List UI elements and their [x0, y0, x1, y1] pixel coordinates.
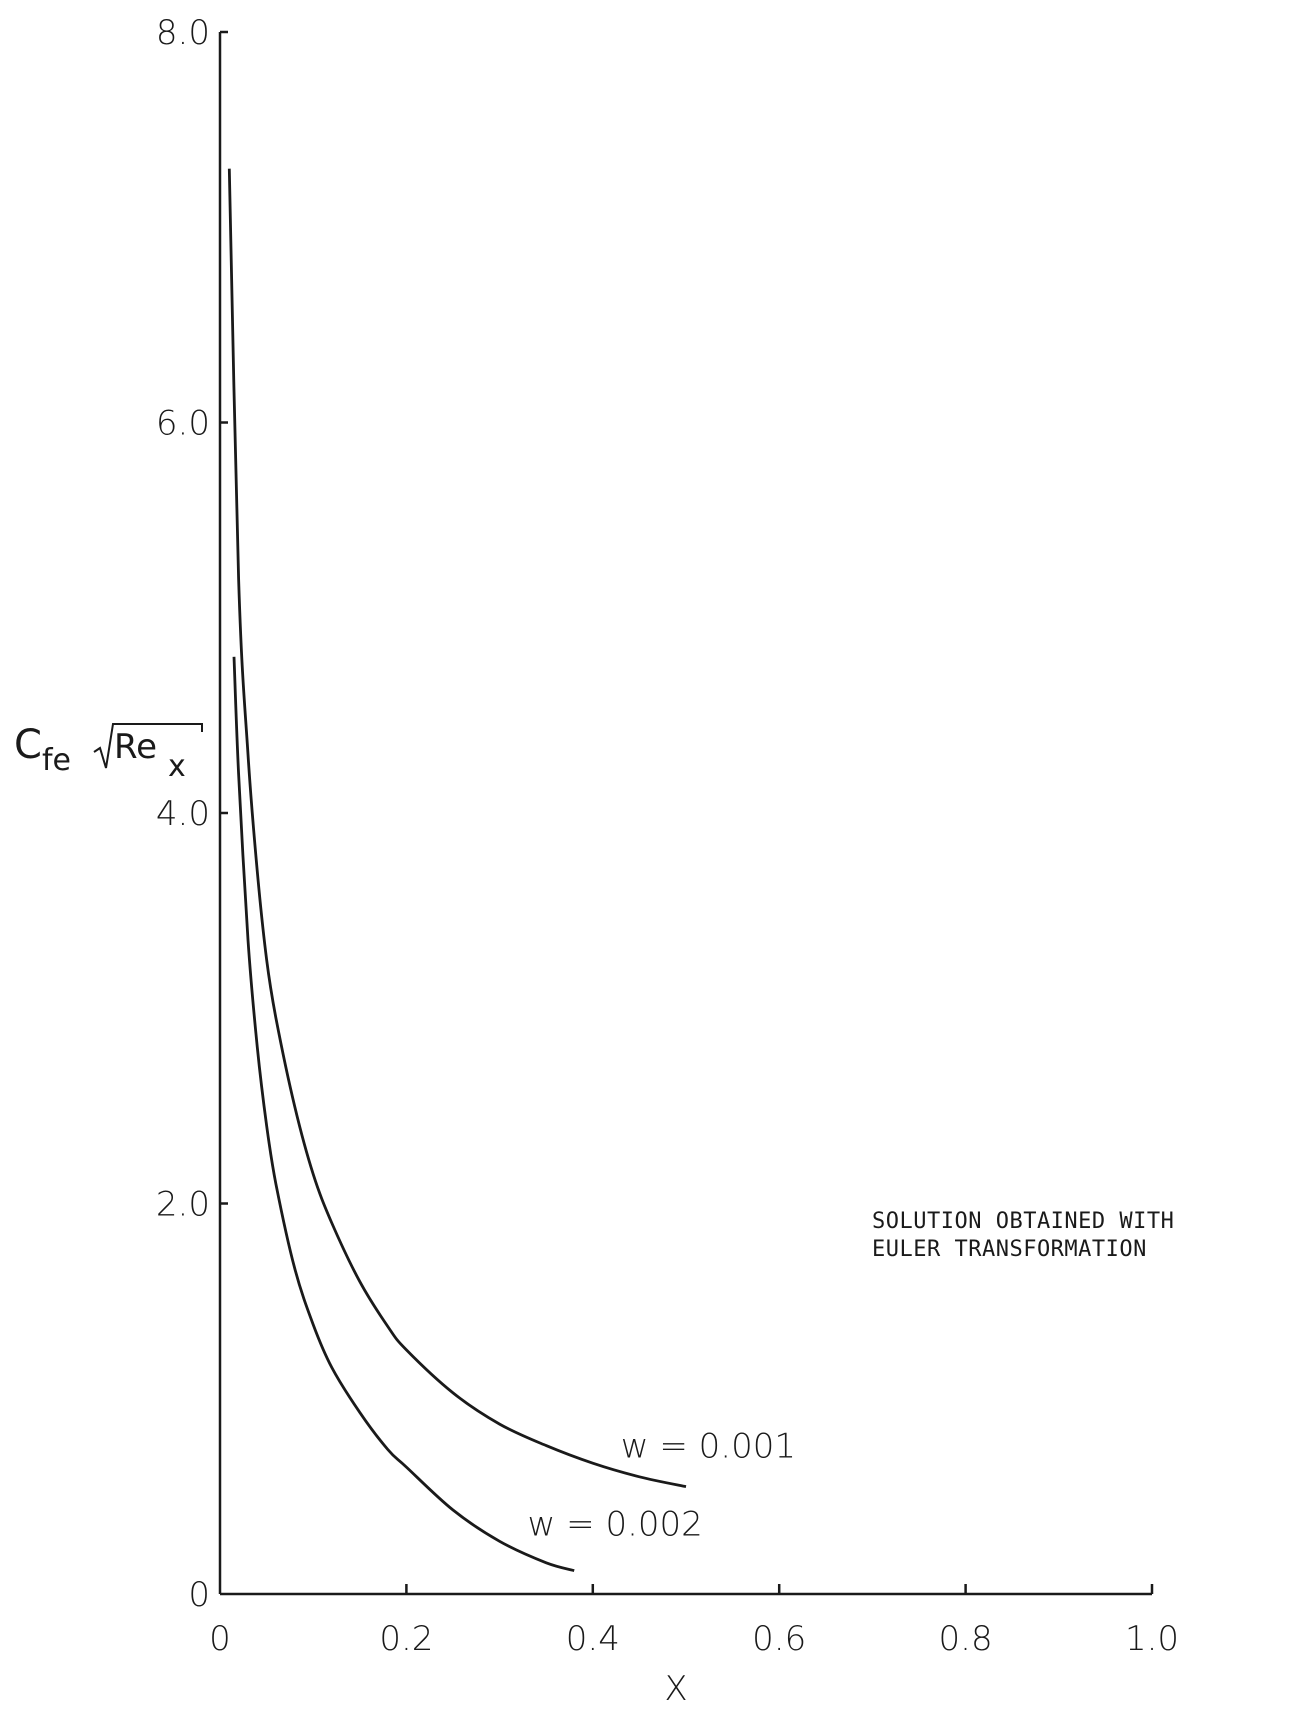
y-axis-label-main-sub: fe: [42, 743, 71, 778]
y-tick-label: 8.0: [156, 13, 210, 53]
y-tick-label: 2.0: [156, 1185, 210, 1225]
note-line-1: SOLUTION OBTAINED WITH: [872, 1209, 1175, 1234]
y-tick-label: 0: [188, 1575, 210, 1615]
series-group: [227, 168, 687, 1572]
x-tick-label: 1.0: [1125, 1619, 1179, 1659]
x-tick-label: 0.6: [752, 1619, 806, 1659]
x-tick-label: 0: [209, 1619, 231, 1659]
y-tick-label: 4.0: [156, 794, 210, 834]
solution-note: SOLUTION OBTAINED WITH EULER TRANSFORMAT…: [872, 1208, 1174, 1264]
y-tick-label: 6.0: [156, 404, 210, 444]
note-line-2: EULER TRANSFORMATION: [872, 1237, 1147, 1262]
series-label-2: w = 0.002: [528, 1504, 703, 1544]
series-label-1: w = 0.001: [621, 1426, 796, 1466]
y-axis-label-main: C: [14, 722, 42, 768]
series-line-2: [232, 656, 575, 1572]
y-axis-label: C fe Re x: [14, 722, 203, 784]
y-axis-label-root-sub: x: [168, 749, 186, 784]
x-tick-label: 0.4: [566, 1619, 620, 1659]
x-axis-label: X: [664, 1669, 687, 1709]
ticks: 0 0.2 0.4 0.6 0.8 1.0 0 2.0 4.0 6.0 8.0: [156, 13, 1179, 1659]
x-tick-label: 0.2: [379, 1619, 433, 1659]
axes: [218, 32, 1152, 1596]
x-tick-label: 0.8: [939, 1619, 993, 1659]
y-axis-label-root: Re: [114, 727, 157, 767]
series-line-1: [227, 168, 687, 1488]
annotations: w = 0.001 w = 0.002: [528, 1426, 796, 1544]
sqrt-sign-icon: [93, 723, 203, 769]
axis-labels: X C fe Re x: [14, 722, 688, 1709]
